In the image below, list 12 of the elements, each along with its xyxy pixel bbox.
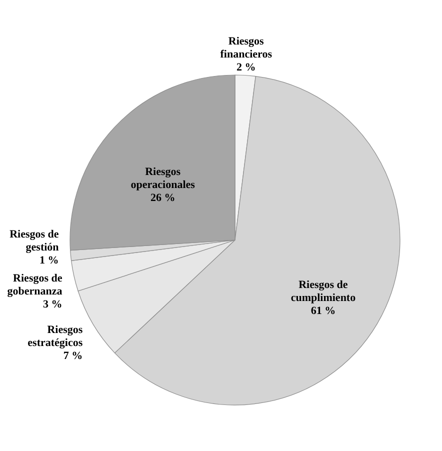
data-label: 7 %	[63, 350, 83, 362]
slice-label: Riesgos de gestión	[10, 228, 59, 254]
data-label: 26 %	[150, 192, 176, 204]
slice-label: Riesgos operacionales	[130, 166, 196, 192]
data-label: 3 %	[43, 298, 62, 311]
slice-label: Riesgos financieros	[220, 35, 273, 60]
slice-label: Riesgos de cumplimiento	[290, 278, 356, 304]
slice-label: Riesgos de gobernanza	[7, 272, 63, 298]
data-label: 1 %	[40, 254, 59, 267]
data-label: 61 %	[310, 304, 336, 317]
slice-label: Riesgos estratégicos	[28, 324, 84, 350]
data-label: 2 %	[236, 61, 256, 74]
